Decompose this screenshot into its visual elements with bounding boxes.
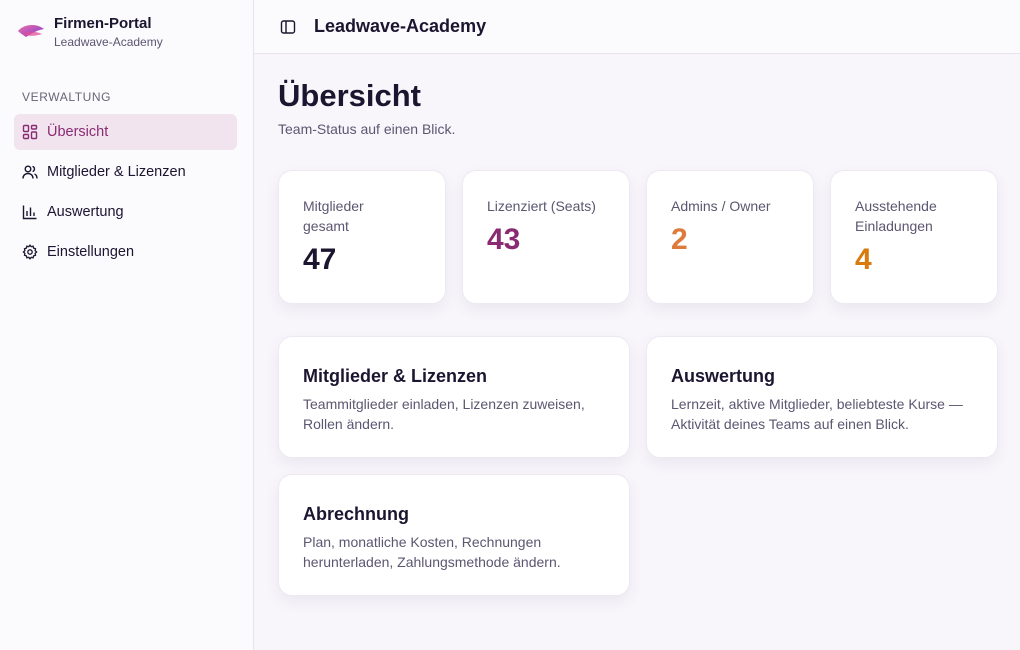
sidebar-item-auswertung[interactable]: Auswertung [14, 194, 237, 230]
dashboard-icon [22, 124, 38, 140]
stat-label: Lizenziert (Seats) [487, 198, 596, 214]
stat-value: 4 [855, 243, 872, 276]
sidebar-item-uebersicht[interactable]: Übersicht [14, 114, 237, 150]
users-icon [22, 164, 38, 180]
card-title: Mitglieder & Lizenzen [303, 366, 488, 386]
gear-icon [22, 244, 38, 260]
sidebar: Firmen-Portal Leadwave-Academy VERWALTUN… [0, 0, 254, 650]
sidebar-item-label: Übersicht [47, 124, 109, 140]
page-title: Übersicht [278, 78, 421, 113]
sidebar-toggle-icon[interactable] [278, 17, 298, 37]
card-auswertung[interactable]: Auswertung Lernzeit, aktive Mitglieder, … [646, 336, 998, 458]
page-subtitle: Team-Status auf einen Blick. [278, 121, 456, 137]
sidebar-item-einstellungen[interactable]: Einstellungen [14, 234, 237, 270]
stat-card-admins: Admins / Owner 2 [646, 170, 814, 304]
stat-card-mitglieder-gesamt: Mitglieder gesamt 47 [278, 170, 446, 304]
card-description: Plan, monatliche Kosten, Rechnungen heru… [303, 534, 561, 570]
stat-label: Ausstehende Einladungen [855, 198, 937, 234]
stat-card-einladungen: Ausstehende Einladungen 4 [830, 170, 998, 304]
sidebar-section-label: VERWALTUNG [22, 90, 112, 104]
card-description: Teammitglieder einladen, Lizenzen zuweis… [303, 396, 585, 432]
topbar-title: Leadwave-Academy [314, 16, 487, 36]
stat-label: Mitglieder gesamt [303, 198, 364, 234]
stat-value: 2 [671, 223, 688, 256]
card-abrechnung[interactable]: Abrechnung Plan, monatliche Kosten, Rech… [278, 474, 630, 596]
card-description: Lernzeit, aktive Mitglieder, beliebteste… [671, 396, 963, 432]
brand[interactable]: Firmen-Portal Leadwave-Academy [16, 14, 163, 50]
sidebar-item-mitglieder[interactable]: Mitglieder & Lizenzen [14, 154, 237, 190]
sidebar-item-label: Einstellungen [47, 244, 135, 260]
stat-value: 43 [487, 223, 521, 256]
bar-chart-icon [22, 204, 38, 220]
stat-card-lizenziert: Lizenziert (Seats) 43 [462, 170, 630, 304]
brand-subtitle: Leadwave-Academy [54, 35, 163, 49]
brand-title: Firmen-Portal [54, 15, 152, 32]
card-title: Abrechnung [303, 504, 409, 524]
brand-logo-icon [16, 18, 46, 48]
topbar: Leadwave-Academy [254, 0, 1020, 54]
stat-value: 47 [303, 243, 337, 276]
sidebar-item-label: Mitglieder & Lizenzen [47, 164, 186, 180]
sidebar-nav: Übersicht Mitglieder & Lizenzen [14, 114, 237, 274]
stat-label: Admins / Owner [671, 198, 771, 214]
card-mitglieder-lizenzen[interactable]: Mitglieder & Lizenzen Teammitglieder ein… [278, 336, 630, 458]
sidebar-item-label: Auswertung [47, 204, 124, 220]
card-title: Auswertung [671, 366, 776, 386]
